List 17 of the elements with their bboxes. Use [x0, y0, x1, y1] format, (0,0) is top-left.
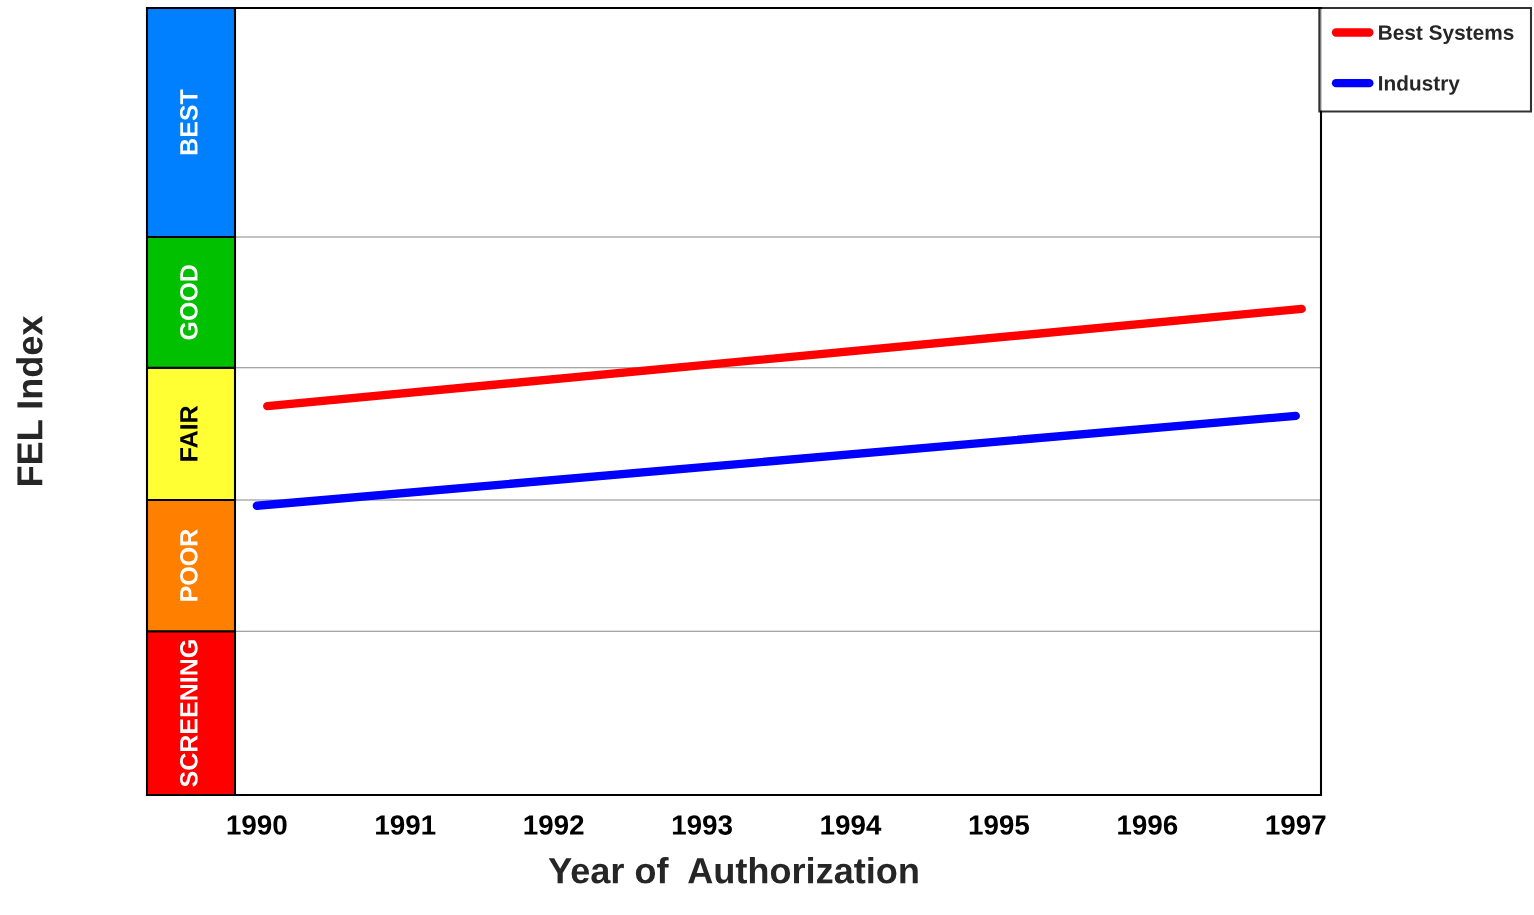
legend-label: Best Systems [1379, 25, 1514, 45]
band-label: BEST [180, 89, 198, 155]
band-label: FAIR [180, 405, 198, 461]
x-tick-label: 1996 [1118, 815, 1178, 835]
x-tick-label: 1995 [969, 815, 1030, 835]
x-tick-label: 1993 [672, 815, 732, 835]
x-tick-label: 1997 [1266, 815, 1326, 835]
x-tick-label: 1990 [227, 815, 287, 835]
x-axis-title: Year of Authorization [548, 857, 918, 884]
band-label: POOR [180, 529, 198, 601]
x-tick-label: 1991 [376, 815, 436, 835]
legend-label: Industry [1379, 75, 1460, 95]
band-label: SCREENING [180, 640, 198, 787]
band-label: GOOD [180, 265, 198, 340]
x-tick-label: 1994 [821, 815, 882, 835]
y-axis-title: FEL Index [16, 315, 43, 486]
x-tick-label: 1992 [524, 815, 584, 835]
